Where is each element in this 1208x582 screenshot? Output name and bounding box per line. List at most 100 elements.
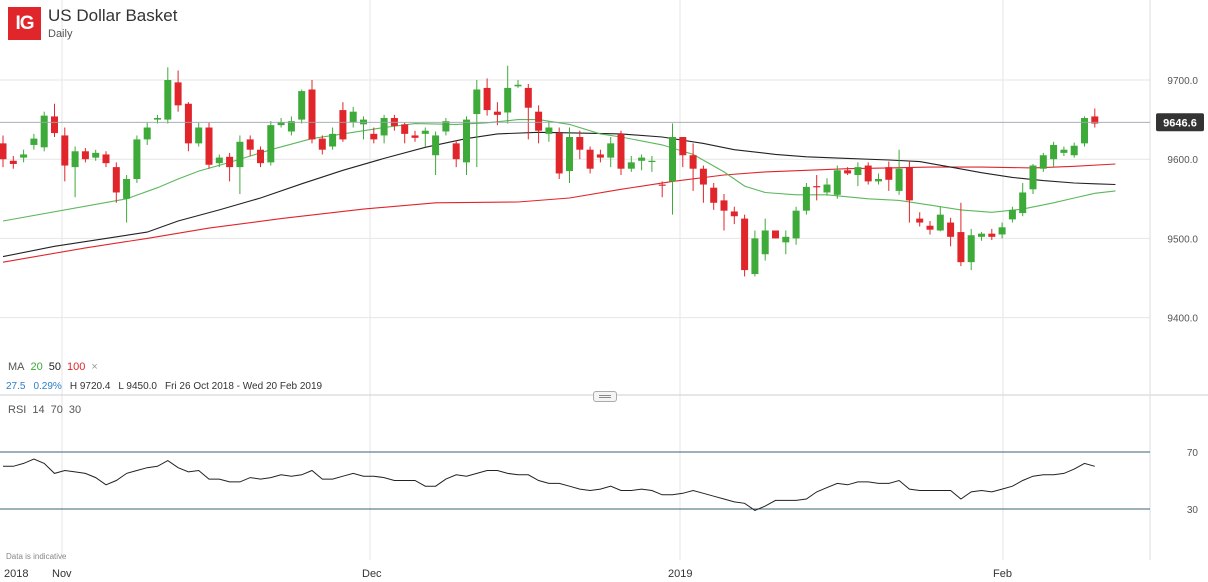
last-price-label: 9646.6 <box>1163 117 1197 129</box>
candle-up <box>1019 192 1027 214</box>
candle-up <box>298 91 306 120</box>
candle-up <box>627 162 635 169</box>
candle-up <box>1050 144 1058 160</box>
candle-up <box>1029 165 1037 190</box>
candle-down <box>483 87 491 111</box>
candle-up <box>751 238 759 275</box>
candle-down <box>339 110 347 140</box>
candle-up <box>792 210 800 239</box>
candle-down <box>617 133 625 169</box>
candle-up <box>1060 149 1068 153</box>
candle-up <box>236 141 244 168</box>
last-price-tag <box>1156 113 1204 132</box>
rsi-panel: 70 30 <box>0 448 1198 516</box>
rsi-period: 14 <box>32 404 45 416</box>
candle-down <box>957 232 965 263</box>
candle-up <box>607 143 615 158</box>
candle-down <box>493 111 501 115</box>
high-value: H 9720.4 <box>69 381 111 392</box>
price-axis: 9400.0 9500.0 9600.0 9700.0 9646.6 <box>0 0 1204 560</box>
candle-up <box>154 118 161 120</box>
candle-down <box>720 200 728 211</box>
candle-up <box>998 227 1006 235</box>
candle-up <box>442 121 450 132</box>
candle-up <box>432 135 440 156</box>
candle-up <box>92 152 100 158</box>
price-stats: 27.5 0.29% H 9720.4 L 9450.0 Fri 26 Oct 2018… <box>6 381 330 392</box>
candle-down <box>864 165 872 182</box>
candle-down <box>699 168 707 185</box>
candle-down <box>205 127 213 165</box>
ma-legend: MA 20 50 100 × <box>8 361 104 373</box>
candle-down <box>401 124 409 134</box>
candle-down <box>689 155 697 169</box>
rsi-legend: RSI 14 70 30 <box>8 404 87 416</box>
candle-up <box>566 137 573 172</box>
candle-up <box>761 230 769 255</box>
interval-label: Daily <box>48 28 73 40</box>
candle-up <box>967 235 975 263</box>
rsi-lower: 30 <box>68 404 82 416</box>
candle-down <box>679 137 687 156</box>
candle-down <box>555 133 563 174</box>
candle-up <box>40 115 48 148</box>
candle-up <box>1081 118 1088 144</box>
candle-down <box>730 211 738 217</box>
candle-up <box>133 139 141 179</box>
ma-remove-button[interactable]: × <box>91 361 98 373</box>
candle-down <box>710 187 718 203</box>
candle-up <box>936 214 944 231</box>
candle-down <box>658 184 666 186</box>
candle-down <box>308 89 316 140</box>
candle-up <box>833 170 841 195</box>
candle-up <box>782 236 790 243</box>
candle-down <box>0 143 7 160</box>
candle-down <box>1091 116 1099 124</box>
candle-up <box>669 137 676 182</box>
candle-up <box>545 127 553 134</box>
candle-down <box>318 138 326 150</box>
ma-period-20: 20 <box>30 361 43 373</box>
candle-up <box>349 111 357 122</box>
rsi-level-label: 30 <box>1187 505 1199 516</box>
candle-down <box>370 133 378 140</box>
candle-up <box>421 130 429 134</box>
ma-label: MA <box>8 361 25 373</box>
candle-up <box>195 127 203 144</box>
candle-up <box>329 133 337 147</box>
disclaimer: Data is indicative <box>6 552 67 561</box>
candle-up <box>30 138 38 145</box>
candle-up <box>1039 155 1047 169</box>
candle-up <box>473 89 481 115</box>
ma-period-50: 50 <box>48 361 61 373</box>
time-tick-label: 2019 <box>668 568 692 580</box>
candle-up <box>20 154 28 158</box>
time-tick-label: Feb <box>993 568 1012 580</box>
candle-up <box>638 157 646 161</box>
candle-down <box>576 137 584 150</box>
candle-down <box>61 135 69 166</box>
candle-down <box>184 103 192 144</box>
candle-up <box>514 84 522 87</box>
rsi-upper: 70 <box>50 404 63 416</box>
candle-down <box>452 143 460 160</box>
price-tick-label: 9600.0 <box>1167 155 1198 166</box>
candle-up <box>463 119 470 163</box>
candle-down <box>51 116 58 134</box>
candle-up <box>895 168 903 191</box>
candle-up <box>71 151 79 168</box>
low-value: L 9450.0 <box>118 381 157 392</box>
candle-down <box>741 218 749 271</box>
candle-up <box>123 179 131 199</box>
candle-up <box>215 157 223 164</box>
ma-period-100: 100 <box>67 361 86 373</box>
price-tick-label: 9500.0 <box>1167 234 1198 245</box>
candle-down <box>226 156 234 168</box>
change-percent: 0.29% <box>33 381 62 392</box>
panel-resize-handle[interactable] <box>593 391 617 402</box>
candle-up <box>823 184 831 193</box>
candle-down <box>246 139 254 150</box>
ig-logo: IG <box>8 7 41 40</box>
candle-down <box>535 111 543 131</box>
rsi-label: RSI <box>8 404 27 416</box>
